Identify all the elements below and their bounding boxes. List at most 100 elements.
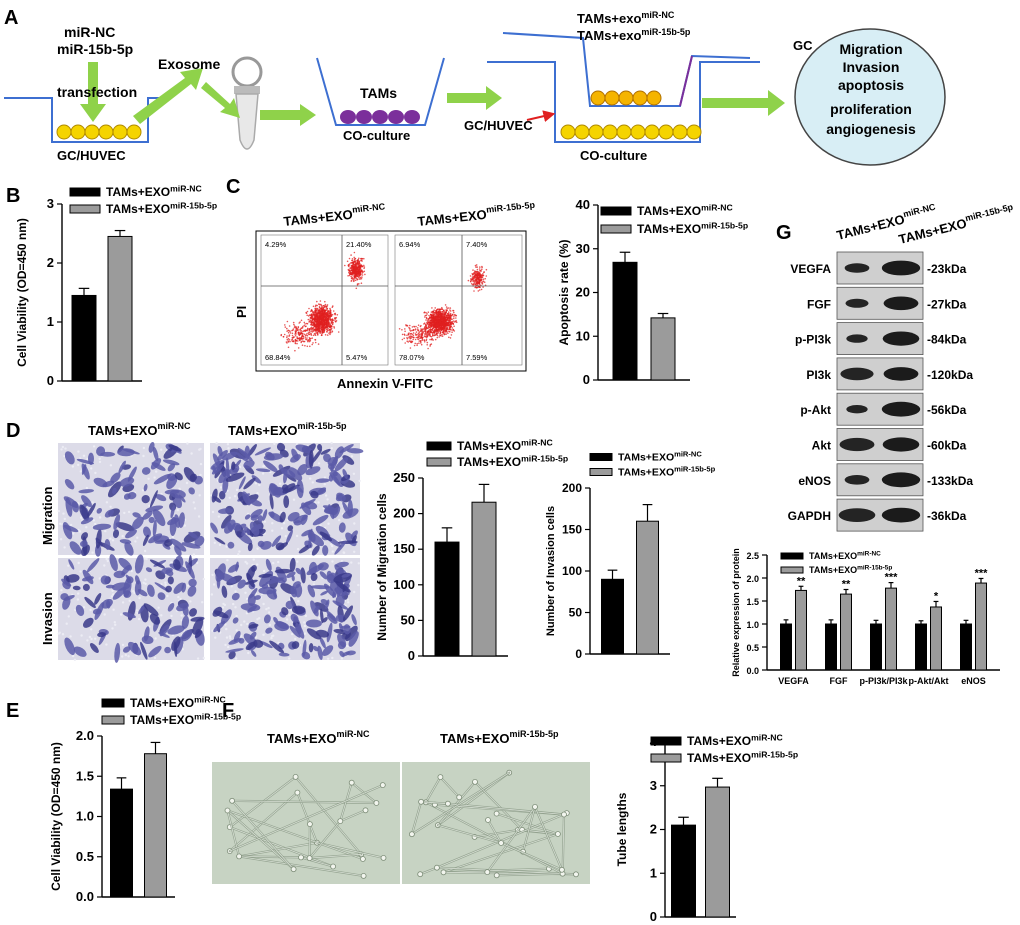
- pore: [256, 492, 259, 495]
- facs-dot: [401, 333, 404, 336]
- facs-dot: [412, 329, 415, 332]
- facs-dot: [427, 325, 430, 327]
- facs-dot: [431, 312, 434, 314]
- facs-dot: [423, 339, 426, 342]
- facs-dot: [429, 334, 431, 336]
- facs-dot: [293, 323, 295, 326]
- facs-dot: [286, 336, 288, 339]
- bar-nc: [601, 578, 624, 655]
- facs-dot: [437, 308, 439, 311]
- facs-dot: [299, 339, 301, 341]
- pore: [246, 622, 249, 626]
- chart-f: 01234Tube lengthsTAMs+EXOmiR-NCTAMs+EXOm…: [615, 732, 798, 924]
- facs-dot: [313, 315, 316, 318]
- facs-dot: [309, 337, 312, 340]
- facs-dot: [418, 335, 421, 338]
- facs-dot: [306, 332, 308, 335]
- y-tick-label: 1.0: [746, 620, 759, 630]
- pore: [323, 483, 326, 486]
- outcome-invasion: Invasion: [843, 59, 900, 75]
- facs-dot: [433, 321, 435, 323]
- facs-dot: [294, 342, 297, 344]
- facs-dot: [447, 328, 450, 331]
- facs-dot: [310, 334, 313, 336]
- facs-dot: [324, 300, 326, 303]
- y-axis-label: Number of Migration cells: [375, 493, 389, 641]
- facs-dot: [438, 312, 440, 315]
- facs-dot: [328, 321, 330, 323]
- facs-dot: [445, 309, 448, 312]
- legend-label-mir: TAMs+EXOmiR-15b-5p: [457, 453, 568, 469]
- facs-dot: [325, 306, 328, 308]
- facs-dot: [433, 332, 436, 335]
- to-tube-arrow: [201, 82, 240, 118]
- facs-dot: [358, 261, 361, 264]
- chart-b: 0 1 2 3 Cell Viability (OD=450 nm) TAMs+EXOmi…: [15, 183, 217, 388]
- facs-dot: [470, 283, 473, 285]
- insert-cell: [618, 90, 634, 106]
- facs-dot: [360, 277, 363, 280]
- facs-dot: [478, 289, 481, 291]
- facs-dot: [438, 322, 441, 325]
- facs-dot: [327, 327, 329, 330]
- facs-dot: [452, 328, 455, 331]
- legend-swatch-mir: [426, 457, 452, 467]
- pore: [111, 589, 114, 592]
- facs-dot: [481, 265, 483, 268]
- pore: [142, 581, 145, 584]
- bar-mir: [795, 589, 807, 671]
- tube-node: [472, 779, 478, 785]
- facs-dot: [363, 267, 365, 270]
- facs-dot: [312, 334, 315, 337]
- facs-dot: [445, 306, 448, 308]
- pore: [225, 627, 228, 631]
- facs-dot: [424, 316, 426, 318]
- outcome-angiogenesis: angiogenesis: [826, 121, 916, 137]
- facs-dot: [441, 324, 444, 327]
- facs-dot: [483, 281, 486, 284]
- pore: [71, 532, 75, 535]
- pore: [113, 621, 117, 624]
- pore: [153, 476, 156, 479]
- facs-dot: [436, 318, 439, 321]
- exosome-arrow: [133, 68, 203, 124]
- pore: [98, 577, 102, 580]
- pore: [279, 482, 282, 485]
- facs-dot: [310, 323, 312, 326]
- facs-dot: [319, 308, 321, 311]
- pore: [326, 498, 329, 501]
- facs-dot: [354, 268, 357, 270]
- outcome-migration: Migration: [840, 41, 903, 57]
- pore: [254, 482, 258, 485]
- facs-dot: [299, 321, 301, 323]
- significance-mark: ***: [975, 567, 989, 579]
- photo-migration-nc: [57, 441, 205, 557]
- facs-dot: [303, 324, 306, 327]
- legend-swatch-nc: [780, 552, 804, 560]
- facs-dot: [442, 314, 444, 316]
- facs-dot: [301, 344, 304, 347]
- pore: [114, 623, 117, 626]
- facs-dot: [308, 331, 311, 334]
- facs-dot: [286, 335, 288, 337]
- pore: [196, 657, 200, 660]
- facs-dot: [286, 320, 289, 323]
- facs-dot: [442, 311, 444, 313]
- y-tick-label: 50: [401, 612, 415, 627]
- facs-dot: [302, 325, 304, 328]
- tube-node: [359, 856, 366, 862]
- facs-dot: [406, 324, 408, 327]
- facs-dot: [313, 325, 316, 328]
- facs-dot: [356, 260, 358, 262]
- insert-cell: [590, 90, 606, 106]
- blot-band-nc: [845, 298, 869, 308]
- pore: [226, 443, 230, 446]
- bar-nc: [612, 261, 638, 381]
- cell: [98, 124, 114, 140]
- facs-dot: [448, 318, 451, 321]
- facs-dot: [320, 310, 323, 313]
- pore: [119, 613, 123, 616]
- pore: [202, 577, 205, 581]
- facs-dot: [296, 342, 298, 345]
- y-tick-label: 150: [562, 523, 582, 537]
